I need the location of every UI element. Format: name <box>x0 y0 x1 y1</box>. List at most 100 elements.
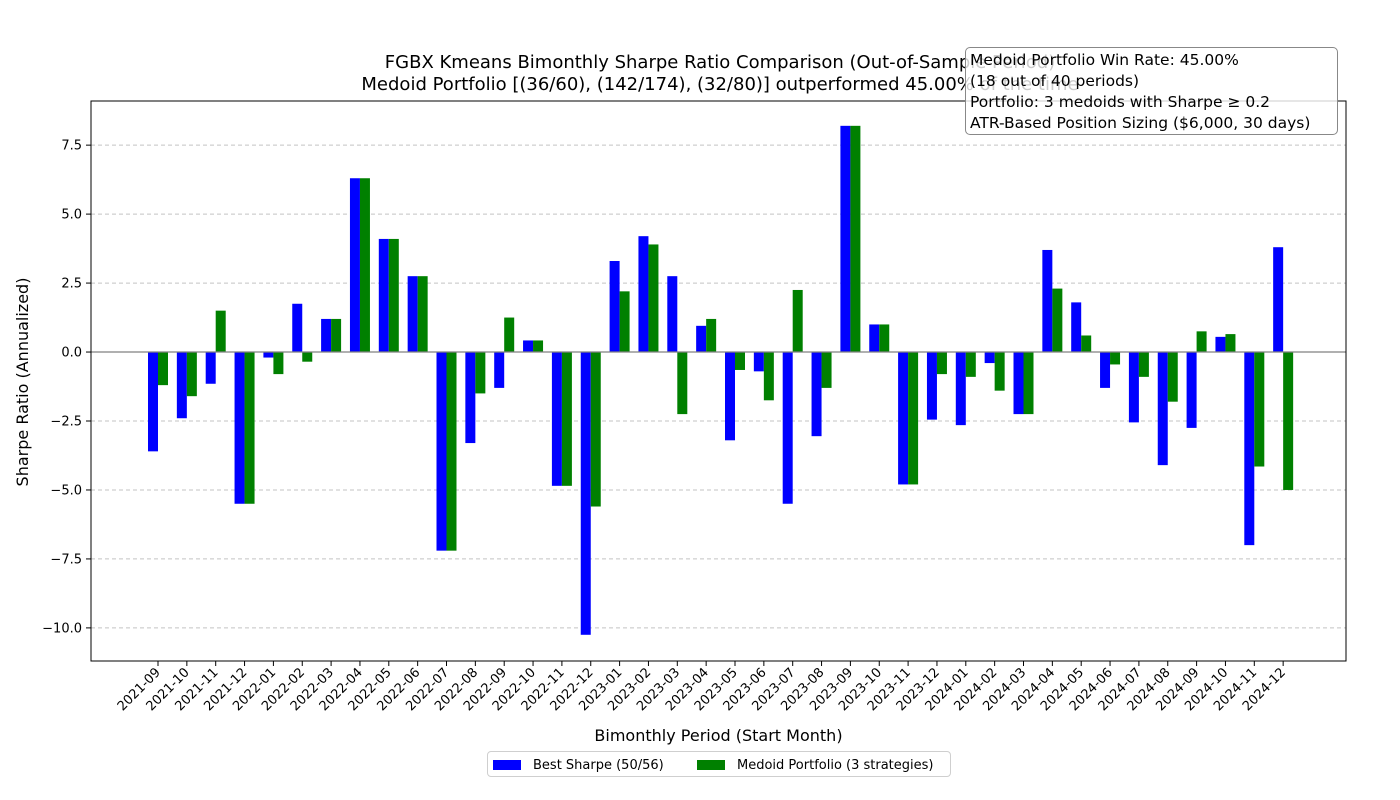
bar-medoid-portfolio <box>533 340 544 353</box>
bar-medoid-portfolio <box>706 318 717 353</box>
bar-best-sharpe <box>840 125 851 353</box>
bar-medoid-portfolio <box>648 244 659 353</box>
bar-best-sharpe <box>148 352 158 452</box>
bar-medoid-portfolio <box>821 352 832 388</box>
bar-medoid-portfolio <box>590 352 601 507</box>
annotation-line: (18 out of 40 periods) <box>970 72 1140 90</box>
bar-best-sharpe <box>898 352 909 485</box>
win-rate-annotation: Medoid Portfolio Win Rate: 45.00% (18 ou… <box>965 47 1338 135</box>
bar-best-sharpe <box>436 352 447 551</box>
bar-best-sharpe <box>725 352 735 441</box>
bar-best-sharpe <box>378 238 389 353</box>
bar-best-sharpe <box>1157 352 1168 466</box>
y-tick-label: −2.5 <box>50 415 82 430</box>
bar-medoid-portfolio <box>763 352 774 401</box>
legend-label-medoid-portfolio: Medoid Portfolio (3 strategies) <box>737 757 934 773</box>
bar-best-sharpe <box>811 352 822 437</box>
bar-medoid-portfolio <box>677 352 688 415</box>
bar-medoid-portfolio <box>619 291 630 353</box>
bar-best-sharpe <box>696 325 707 353</box>
y-tick-label: −10.0 <box>42 621 82 636</box>
bar-best-sharpe <box>1071 302 1082 353</box>
bar-medoid-portfolio <box>735 352 745 370</box>
bar-best-sharpe <box>1100 352 1111 388</box>
bar-best-sharpe <box>205 352 216 384</box>
bar-best-sharpe <box>1215 336 1226 353</box>
bar-medoid-portfolio <box>1110 352 1121 365</box>
bar-best-sharpe <box>638 236 649 353</box>
legend-entry-medoid-portfolio: Medoid Portfolio (3 strategies) <box>697 757 934 773</box>
bar-best-sharpe <box>465 352 476 444</box>
bar-best-sharpe <box>349 178 360 353</box>
bar-medoid-portfolio <box>879 324 890 353</box>
bar-best-sharpe <box>1042 249 1053 353</box>
legend-label-best-sharpe: Best Sharpe (50/56) <box>533 757 664 773</box>
bar-best-sharpe <box>1013 352 1024 415</box>
y-tick-label: 5.0 <box>61 208 82 223</box>
bar-best-sharpe <box>551 352 562 486</box>
bar-medoid-portfolio <box>359 178 370 353</box>
bar-medoid-portfolio <box>388 238 399 353</box>
bar-best-sharpe <box>984 352 995 364</box>
bar-medoid-portfolio <box>792 289 803 353</box>
bar-medoid-portfolio <box>1225 334 1236 353</box>
annotation-line: Medoid Portfolio Win Rate: 45.00% <box>970 51 1239 69</box>
bar-medoid-portfolio <box>475 352 486 394</box>
bar-medoid-portfolio <box>1081 335 1092 353</box>
bar-medoid-portfolio <box>994 352 1005 391</box>
bar-best-sharpe <box>609 261 620 353</box>
bar-best-sharpe <box>176 352 187 419</box>
legend-swatch-medoid-portfolio <box>697 760 725 770</box>
x-axis-label: Bimonthly Period (Start Month) <box>594 726 842 745</box>
bar-best-sharpe <box>753 352 764 372</box>
bar-medoid-portfolio <box>850 125 861 353</box>
bar-medoid-portfolio <box>1283 352 1294 490</box>
bar-medoid-portfolio <box>1023 352 1034 415</box>
annotation-line: Portfolio: 3 medoids with Sharpe ≥ 0.2 <box>970 93 1271 111</box>
legend-entry-best-sharpe: Best Sharpe (50/56) <box>493 757 664 773</box>
bar-medoid-portfolio <box>1196 331 1207 353</box>
bar-best-sharpe <box>869 324 880 353</box>
bar-best-sharpe <box>263 352 274 358</box>
bar-best-sharpe <box>407 276 418 353</box>
bar-medoid-portfolio <box>1167 352 1178 402</box>
bar-best-sharpe <box>955 352 966 426</box>
bar-medoid-portfolio <box>302 352 313 362</box>
y-tick-label: 2.5 <box>61 277 82 292</box>
chart-legend: Best Sharpe (50/56) Medoid Portfolio (3 … <box>487 751 951 777</box>
annotation-line: ATR-Based Position Sizing ($6,000, 30 da… <box>970 114 1311 132</box>
bar-best-sharpe <box>494 352 505 388</box>
bar-medoid-portfolio <box>244 352 255 504</box>
bar-medoid-portfolio <box>215 310 226 353</box>
bar-best-sharpe <box>782 352 793 504</box>
bar-best-sharpe <box>580 352 591 635</box>
legend-swatch-best-sharpe <box>493 760 521 770</box>
bar-medoid-portfolio <box>561 352 572 486</box>
bar-medoid-portfolio <box>936 352 947 375</box>
chart-subtitle: Medoid Portfolio [(36/60), (142/174), (3… <box>361 74 1079 95</box>
bar-medoid-portfolio <box>446 352 457 551</box>
bar-best-sharpe <box>667 276 678 353</box>
y-tick-label: −5.0 <box>50 483 82 498</box>
bar-medoid-portfolio <box>331 318 342 353</box>
bar-medoid-portfolio <box>504 317 515 353</box>
y-tick-label: 0.0 <box>61 346 82 361</box>
bar-best-sharpe <box>523 340 534 353</box>
bar-medoid-portfolio <box>273 352 284 375</box>
bar-medoid-portfolio <box>186 352 197 397</box>
bar-medoid-portfolio <box>158 352 168 386</box>
bar-best-sharpe <box>321 318 332 353</box>
bar-best-sharpe <box>292 303 303 353</box>
y-tick-label: 7.5 <box>61 139 82 154</box>
bar-best-sharpe <box>926 352 937 420</box>
plot-frame <box>90 100 1347 662</box>
bar-medoid-portfolio <box>1052 288 1063 353</box>
bar-medoid-portfolio <box>1254 352 1265 467</box>
bar-medoid-portfolio <box>965 352 976 377</box>
bar-best-sharpe <box>234 352 245 504</box>
y-axis-label: Sharpe Ratio (Annualized) <box>13 278 32 487</box>
bar-medoid-portfolio <box>1138 352 1149 377</box>
bar-best-sharpe <box>1244 352 1255 546</box>
y-tick-label: −7.5 <box>50 552 82 567</box>
